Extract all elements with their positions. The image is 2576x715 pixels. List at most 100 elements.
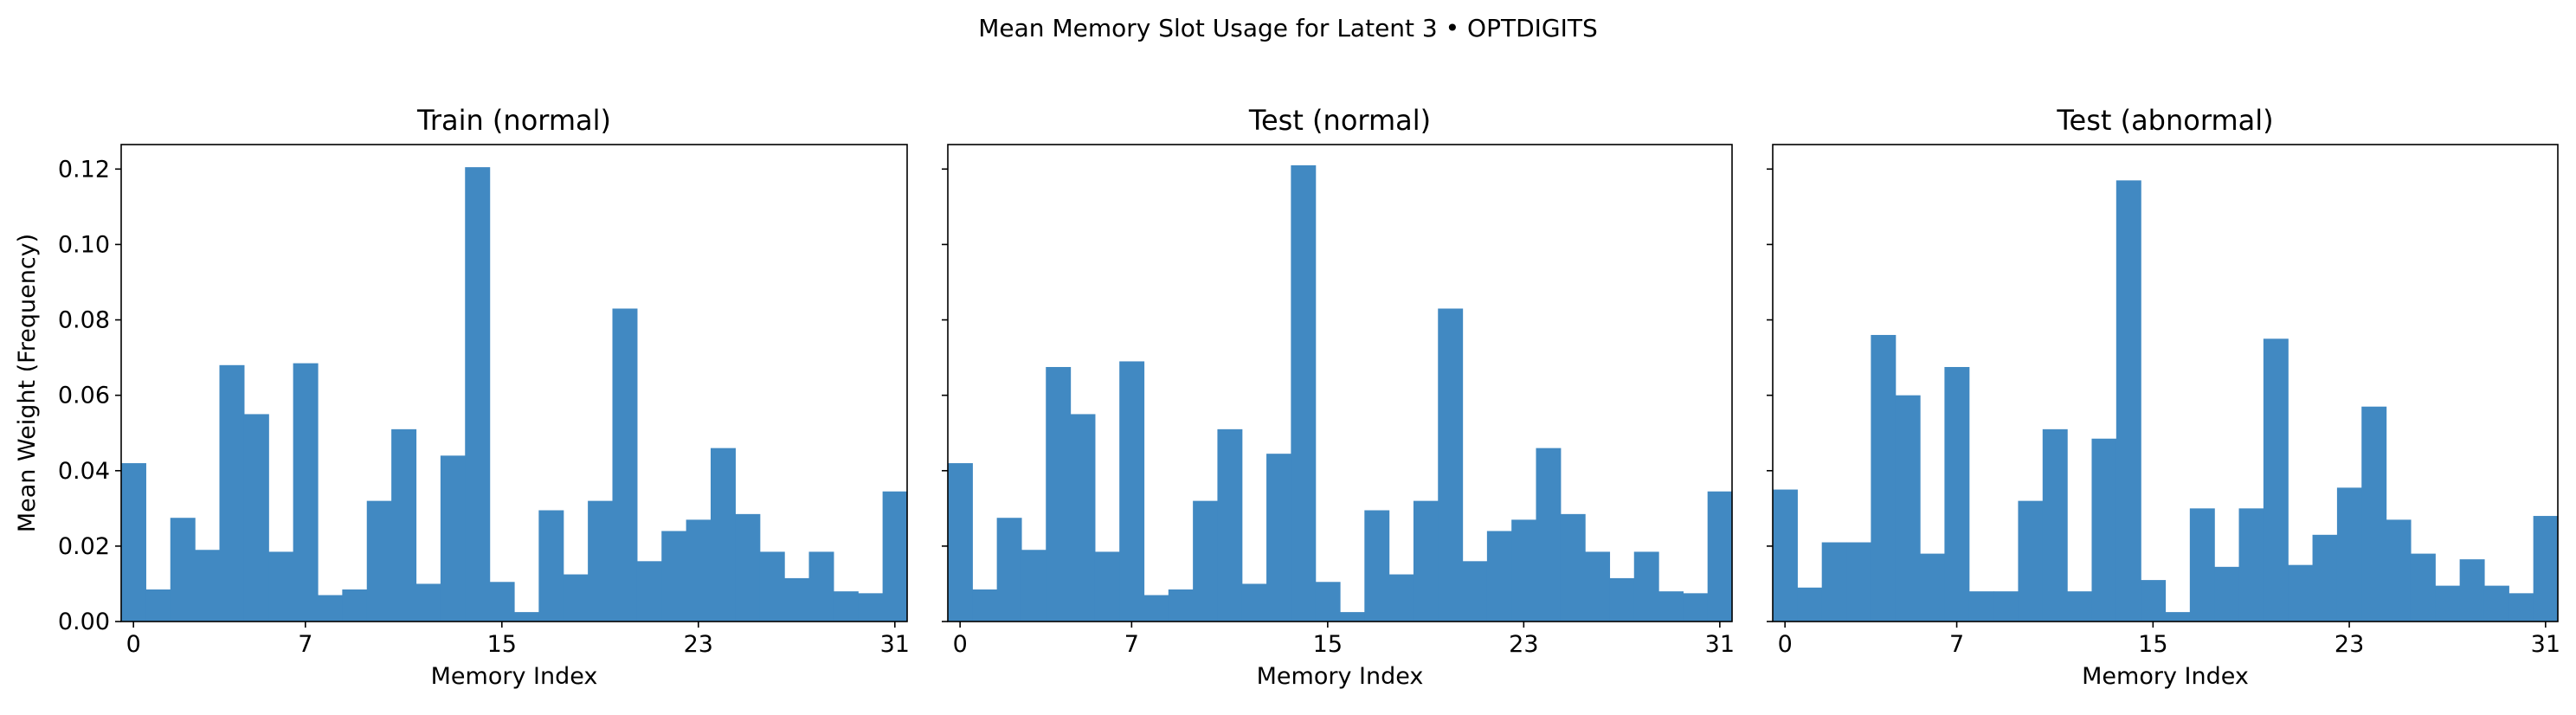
x-tick-label: 31 <box>2531 631 2560 658</box>
x-tick-label: 7 <box>1949 631 1964 658</box>
figure-suptitle: Mean Memory Slot Usage for Latent 3 • OP… <box>978 14 1597 42</box>
bar-21 <box>2288 564 2314 622</box>
bar-13 <box>1266 454 1291 622</box>
x-tick-label: 0 <box>1778 631 1793 658</box>
bar-16 <box>1340 612 1365 622</box>
x-tick-label: 15 <box>1313 631 1343 658</box>
bar-14 <box>2116 180 2141 622</box>
bar-0 <box>1773 489 1798 622</box>
bar-25 <box>1560 513 1586 622</box>
bar-24 <box>1536 448 1562 622</box>
bar-3 <box>1021 550 1046 622</box>
bar-27 <box>784 577 810 622</box>
x-axis-label: Memory Index <box>431 663 598 690</box>
bar-24 <box>2361 406 2387 622</box>
bar-6 <box>268 551 294 622</box>
x-tick-label: 0 <box>126 631 141 658</box>
axes-frame <box>120 144 908 622</box>
panel-title: Test (abnormal) <box>2056 104 2273 137</box>
panel-3: 0 7 15 23 31 Test (abnormal) Memory Index <box>1767 104 2560 690</box>
bar-12 <box>415 583 441 622</box>
bar-17 <box>1364 510 1390 622</box>
bar-29 <box>1658 591 1684 622</box>
bar-9 <box>342 589 368 622</box>
bar-2 <box>996 518 1022 622</box>
bar-4 <box>219 364 245 622</box>
bar-2 <box>170 518 196 622</box>
bar-6 <box>1094 551 1120 622</box>
bar-30 <box>2508 593 2534 622</box>
bar-11 <box>2042 428 2068 622</box>
y-tick-label: 0.10 <box>58 231 110 258</box>
bar-7 <box>1119 361 1145 622</box>
bar-19 <box>1413 500 1439 622</box>
x-tick-label: 31 <box>880 631 910 658</box>
bar-6 <box>1920 553 1946 622</box>
x-tick-label: 31 <box>1705 631 1735 658</box>
bar-12 <box>1241 583 1267 622</box>
bar-8 <box>1143 595 1169 622</box>
x-tick-label: 23 <box>1509 631 1538 658</box>
x-tick-label: 15 <box>487 631 517 658</box>
bar-23 <box>1511 519 1537 622</box>
bar-25 <box>735 513 761 622</box>
bar-27 <box>2435 585 2461 622</box>
bar-23 <box>686 519 712 622</box>
panel-2: 0 7 15 23 31 Test (normal) Memory Index <box>942 104 1735 690</box>
axes-frame <box>1772 144 2559 622</box>
bar-15 <box>2141 580 2167 622</box>
y-tick-label: 0.00 <box>58 609 110 635</box>
bar-11 <box>391 428 417 622</box>
bar-19 <box>2238 508 2264 622</box>
bar-26 <box>2410 553 2436 622</box>
bar-28 <box>2459 559 2485 622</box>
bar-12 <box>2067 591 2093 622</box>
bar-15 <box>1315 582 1341 622</box>
bar-4 <box>1046 366 1072 622</box>
x-tick-label: 7 <box>298 631 312 658</box>
bar-3 <box>1846 542 1871 622</box>
y-tick-label: 0.12 <box>58 156 110 183</box>
bar-30 <box>1683 593 1709 622</box>
bar-24 <box>711 448 736 622</box>
bar-20 <box>612 308 638 622</box>
x-tick-label: 23 <box>2334 631 2364 658</box>
bar-2 <box>1821 542 1847 622</box>
bar-14 <box>1291 164 1317 622</box>
bar-7 <box>293 363 319 622</box>
bar-25 <box>2386 519 2412 622</box>
bar-9 <box>1168 589 1194 622</box>
panel-title: Train (normal) <box>416 104 611 137</box>
bar-10 <box>1193 500 1219 622</box>
bar-1 <box>972 589 998 622</box>
bar-10 <box>2018 500 2044 622</box>
bar-30 <box>858 593 884 622</box>
bar-9 <box>1993 591 2019 622</box>
bar-21 <box>636 561 662 622</box>
bar-22 <box>661 531 687 622</box>
bar-5 <box>1070 414 1096 622</box>
x-tick-label: 0 <box>953 631 968 658</box>
bar-29 <box>2483 585 2509 622</box>
x-axis-label: Memory Index <box>2082 663 2249 690</box>
bar-29 <box>833 591 859 622</box>
bar-0 <box>948 463 973 622</box>
panel-1: 0 7 15 23 31 0.00 0.02 0.04 0.06 0.08 0.10 0.12 Trai… <box>14 104 910 690</box>
x-tick-label: 23 <box>684 631 713 658</box>
bar-18 <box>1388 574 1414 622</box>
bar-1 <box>1797 587 1823 622</box>
bar-18 <box>563 574 589 622</box>
bar-8 <box>318 595 343 622</box>
x-tick-label: 7 <box>1124 631 1139 658</box>
bar-31 <box>882 491 908 622</box>
bar-5 <box>1895 395 1921 622</box>
x-axis-label: Memory Index <box>1257 663 1424 690</box>
y-tick-label: 0.04 <box>58 458 110 485</box>
bar-14 <box>465 167 491 622</box>
bar-8 <box>1968 591 1994 622</box>
bar-21 <box>1462 561 1488 622</box>
bar-22 <box>1486 531 1512 622</box>
bar-13 <box>440 455 466 622</box>
bar-28 <box>1633 551 1659 622</box>
bar-26 <box>1585 551 1611 622</box>
